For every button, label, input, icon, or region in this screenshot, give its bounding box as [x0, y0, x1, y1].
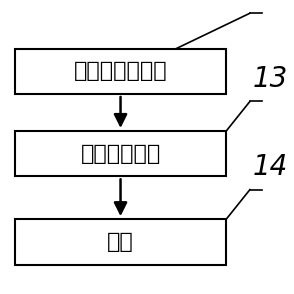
Text: 覆盖磁性薄膜: 覆盖磁性薄膜 [81, 143, 161, 164]
Text: 12: 12 [253, 0, 288, 4]
Text: 制作不导磁基板: 制作不导磁基板 [74, 61, 167, 81]
Bar [15, 49, 226, 94]
Bar [15, 219, 226, 265]
Text: 13: 13 [253, 65, 288, 93]
Bar [15, 131, 226, 176]
Text: 14: 14 [253, 153, 288, 181]
Text: 录磁: 录磁 [107, 232, 134, 252]
